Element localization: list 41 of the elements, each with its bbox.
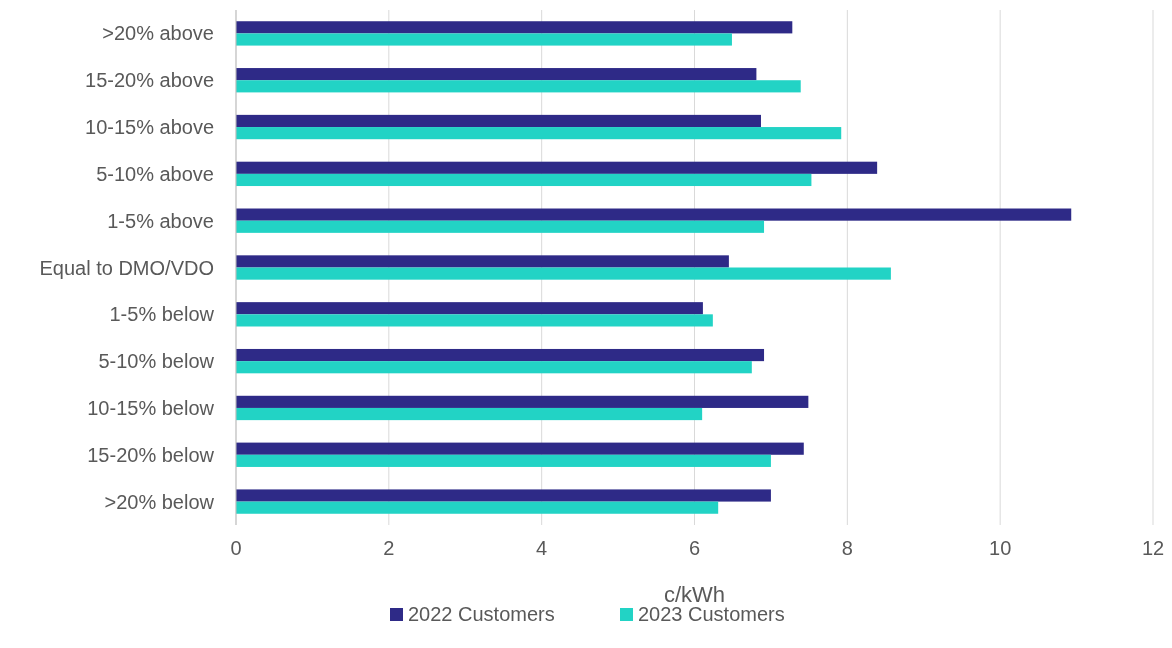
bar xyxy=(236,80,801,93)
y-tick-label: 15-20% below xyxy=(87,443,215,466)
x-tick-label: 8 xyxy=(841,537,853,559)
bar xyxy=(236,21,793,34)
bar xyxy=(236,454,771,467)
y-tick-label: 5-10% above xyxy=(96,162,214,185)
x-tick-label: 2 xyxy=(383,537,395,559)
y-tick-label: 10-15% below xyxy=(87,396,215,419)
y-tick-label: 15-20% above xyxy=(85,69,214,92)
bar xyxy=(236,255,729,268)
x-tick-label: 0 xyxy=(230,537,242,559)
bar xyxy=(236,173,812,187)
bar xyxy=(236,407,703,421)
bar xyxy=(236,348,765,362)
x-tick-label: 6 xyxy=(688,537,701,559)
legend-label: 2022 Customers xyxy=(408,603,555,625)
bar xyxy=(236,220,765,233)
bar xyxy=(236,489,771,502)
y-tick-label: Equal to DMO/VDO xyxy=(39,256,214,279)
bar xyxy=(236,395,809,408)
bar xyxy=(236,208,1072,221)
y-tick-label: 10-15% above xyxy=(85,116,214,139)
bar xyxy=(236,442,804,455)
bar xyxy=(236,501,719,514)
bar xyxy=(236,361,752,374)
bar xyxy=(236,302,703,315)
x-tick-label: 12 xyxy=(1141,537,1165,559)
bar xyxy=(236,114,761,128)
y-tick-label: 1-5% above xyxy=(107,209,214,232)
bar xyxy=(236,161,878,174)
x-tick-label: 4 xyxy=(536,537,548,559)
y-tick-label: >20% below xyxy=(104,490,215,513)
y-tick-label: 5-10% below xyxy=(98,350,215,373)
x-tick-label: 10 xyxy=(989,537,1012,559)
bar xyxy=(236,68,757,81)
bar xyxy=(236,267,891,280)
y-tick-label: 1-5% below xyxy=(109,303,215,326)
bar xyxy=(236,33,732,46)
bar xyxy=(236,127,842,140)
bar xyxy=(236,314,713,327)
y-tick-label: >20% above xyxy=(102,22,214,45)
